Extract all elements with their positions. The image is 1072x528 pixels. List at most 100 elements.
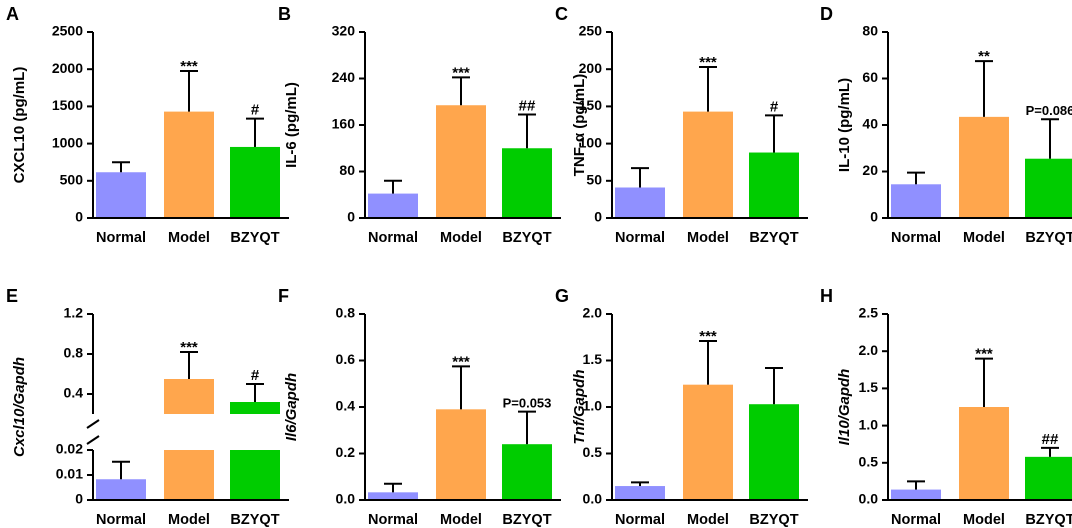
y-tick-label: 0 [347, 209, 355, 225]
x-tick-label-bzyqt: BZYQT [1025, 512, 1072, 528]
y-tick-label: 1.2 [64, 305, 84, 321]
significance-label-model: *** [452, 64, 470, 81]
y-tick-label: 2.5 [859, 305, 879, 321]
x-tick-label-bzyqt: BZYQT [230, 230, 279, 246]
panel-b: B IL-6 (pg/mL) Normal *** Model ## BZYQT 0 80 160… [278, 4, 561, 246]
y-tick-label: 80 [339, 162, 355, 178]
y-tick-label: 0 [75, 491, 83, 507]
x-tick-label-bzyqt: BZYQT [749, 230, 798, 246]
y-tick-label: 320 [332, 23, 356, 39]
bar-normal [891, 184, 941, 218]
significance-label-bzyqt: # [251, 367, 260, 384]
panel-letter-g: G [555, 286, 569, 306]
significance-label-model: *** [180, 339, 198, 356]
panel-letter-c: C [555, 4, 568, 24]
panel-e: E Cxcl10/Gapdh Normal *** Model # BZYQT 0.4 0.8 1… [6, 286, 289, 528]
panel-letter-b: B [278, 4, 291, 24]
panel-letter-d: D [820, 4, 833, 24]
y-tick-label: 0.02 [56, 441, 83, 457]
x-tick-label-model: Model [440, 230, 482, 246]
x-tick-label-model: Model [168, 230, 210, 246]
y-tick-label: 0 [594, 209, 602, 225]
y-tick-label: 100 [579, 134, 603, 150]
y-tick-label: 200 [579, 60, 603, 76]
y-tick-label: 0 [75, 209, 83, 225]
x-tick-label-bzyqt: BZYQT [502, 512, 551, 528]
x-tick-label-normal: Normal [615, 230, 665, 246]
x-tick-label-model: Model [440, 512, 482, 528]
x-tick-label-bzyqt: BZYQT [749, 512, 798, 528]
y-axis-label: Cxcl10/Gapdh [11, 357, 28, 457]
significance-label-bzyqt: P=0.053 [503, 396, 552, 411]
y-axis-label: Il10/Gapdh [836, 369, 853, 446]
bar-normal [96, 479, 146, 500]
significance-label-model: *** [699, 328, 717, 345]
y-tick-label: 40 [862, 116, 878, 132]
bar-model-lower [164, 450, 214, 500]
x-tick-label-normal: Normal [368, 512, 418, 528]
panel-letter-f: F [278, 286, 289, 306]
significance-label-model: *** [975, 346, 993, 363]
x-tick-label-normal: Normal [368, 230, 418, 246]
significance-label-bzyqt: ## [1042, 431, 1059, 448]
bar-bzyqt [230, 146, 280, 218]
significance-label-model: *** [699, 54, 717, 71]
y-tick-label: 240 [332, 69, 356, 85]
panel-c: C TNF-α (pg/mL) Normal *** Model # BZYQT 0 50 100… [555, 4, 808, 246]
axis-break-mark [86, 435, 100, 445]
y-tick-label: 0.5 [859, 454, 879, 470]
y-tick-label: 0.0 [583, 491, 603, 507]
bar-normal [368, 492, 418, 500]
y-tick-label: 0.6 [336, 351, 356, 367]
x-tick-label-bzyqt: BZYQT [502, 230, 551, 246]
x-tick-label-model: Model [963, 230, 1005, 246]
bar-bzyqt [1025, 158, 1072, 218]
y-tick-label: 150 [579, 97, 603, 113]
bar-model [683, 111, 733, 218]
x-tick-label-model: Model [687, 512, 729, 528]
y-axis-label: TNF-α (pg/mL) [571, 74, 588, 177]
y-tick-label: 500 [60, 172, 84, 188]
panel-g: G Tnf/Gapdh Normal *** Model BZYQT 0.0 0.5 1.0 1.… [555, 286, 808, 528]
y-axis-label: Tnf/Gapdh [571, 370, 588, 445]
bar-normal [615, 187, 665, 218]
x-tick-label-normal: Normal [891, 512, 941, 528]
y-tick-label: 250 [579, 23, 603, 39]
y-tick-label: 160 [332, 116, 356, 132]
x-tick-label-model: Model [687, 230, 729, 246]
significance-label-model: *** [180, 58, 198, 75]
x-tick-label-normal: Normal [891, 230, 941, 246]
panel-h: H Il10/Gapdh Normal *** Model ## BZYQT 0.0 0.5 1.… [820, 286, 1072, 528]
y-tick-label: 0 [870, 209, 878, 225]
bar-model [436, 409, 486, 500]
y-tick-label: 80 [862, 23, 878, 39]
panel-letter-a: A [6, 4, 19, 24]
y-tick-label: 0.2 [336, 444, 356, 460]
y-axis-label: CXCL10 (pg/mL) [11, 67, 28, 184]
bar-normal [615, 486, 665, 500]
y-tick-label: 2.0 [859, 342, 879, 358]
panel-letter-e: E [6, 286, 18, 306]
x-tick-label-bzyqt: BZYQT [230, 512, 279, 528]
significance-label-model: *** [452, 353, 470, 370]
significance-label-bzyqt: # [251, 102, 260, 119]
bar-bzyqt-upper [230, 402, 280, 414]
x-tick-label-bzyqt: BZYQT [1025, 230, 1072, 246]
y-tick-label: 0.0 [859, 491, 879, 507]
y-tick-label: 0.01 [56, 466, 83, 482]
panel-f: F Il6/Gapdh Normal *** Model P=0.053 BZYQT 0.0 0… [278, 286, 561, 528]
y-axis-label: IL-10 (pg/mL) [836, 78, 853, 172]
x-tick-label-model: Model [963, 512, 1005, 528]
bar-bzyqt [502, 148, 552, 218]
x-tick-label-normal: Normal [96, 230, 146, 246]
bar-normal [96, 172, 146, 218]
bar-normal [368, 193, 418, 218]
significance-label-bzyqt: ## [519, 98, 536, 115]
y-tick-label: 60 [862, 69, 878, 85]
y-tick-label: 1000 [52, 134, 83, 150]
bar-bzyqt [1025, 456, 1072, 500]
y-tick-label: 2500 [52, 23, 83, 39]
bar-bzyqt-lower [230, 450, 280, 500]
y-tick-label: 2000 [52, 60, 83, 76]
